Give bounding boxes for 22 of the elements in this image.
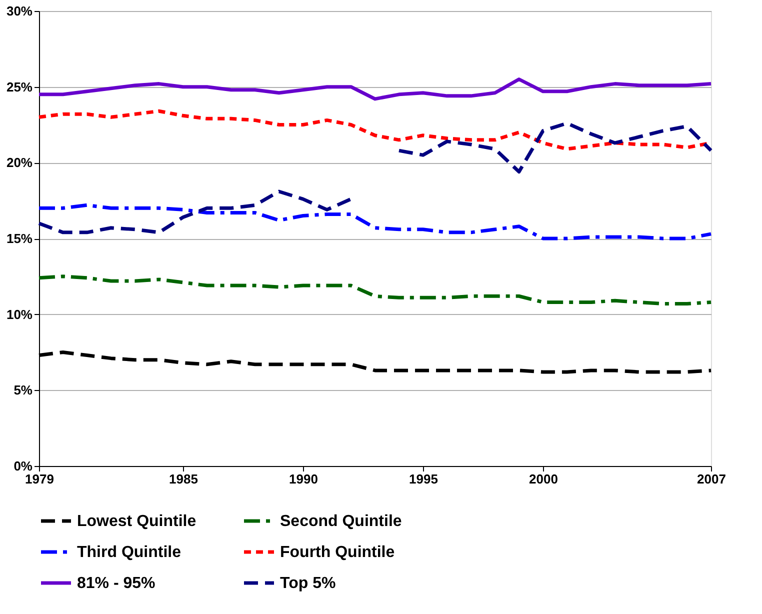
legend-label: Second Quintile	[280, 513, 402, 530]
line-series	[37, 78, 713, 101]
legend-label: Third Quintile	[77, 544, 182, 561]
x-tick-label: 1979	[25, 472, 54, 486]
legend-label: Lowest Quintile	[77, 513, 196, 530]
x-tick-label: 1985	[169, 472, 198, 486]
y-tick-label: 15%	[6, 231, 33, 246]
x-tick-label: 1990	[289, 472, 318, 486]
legend-label: Fourth Quintile	[280, 544, 395, 561]
y-tick-label: 25%	[6, 79, 33, 94]
x-tick-label: 2000	[529, 472, 558, 486]
legend-label: Top 5%	[280, 575, 336, 592]
x-tick-label: 2007	[697, 472, 726, 486]
x-tick-label: 1995	[409, 472, 438, 486]
y-tick-label: 30%	[6, 4, 33, 18]
y-tick-label: 5%	[14, 382, 33, 398]
y-tick-label: 20%	[6, 155, 33, 170]
line-series	[37, 203, 713, 240]
y-tick-label: 0%	[14, 458, 33, 474]
legend-label: 81% - 95%	[77, 575, 156, 592]
y-tick-label: 10%	[6, 306, 33, 322]
line-series	[37, 274, 713, 306]
